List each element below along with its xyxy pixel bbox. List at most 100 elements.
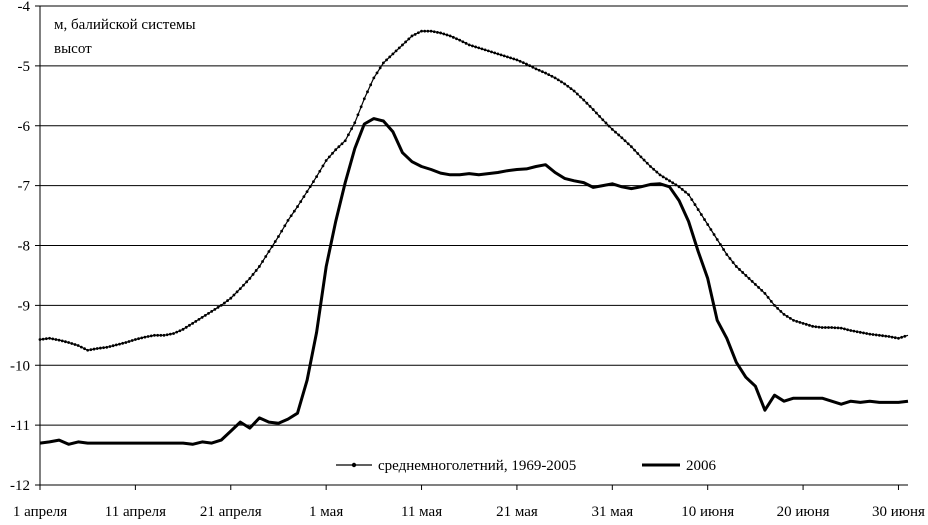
- series-marker: [372, 76, 376, 80]
- series-marker: [518, 59, 522, 63]
- series-marker: [436, 30, 439, 34]
- series-marker: [731, 261, 735, 264]
- tick-labels: -4 -5 -6 -7 -8 -9 -10 -11 -12 1 апреля 11 апреля 21…: [10, 0, 925, 520]
- series-marker: [779, 309, 783, 313]
- series-marker: [595, 111, 598, 115]
- series-marker: [381, 61, 385, 65]
- series-marker: [862, 331, 865, 335]
- series-marker: [245, 280, 249, 284]
- series-marker: [703, 218, 706, 221]
- series-marker: [566, 84, 570, 88]
- x-tick-label: 11 мая: [401, 504, 442, 520]
- series-marker: [64, 340, 67, 344]
- series-marker: [521, 61, 525, 65]
- x-tick-label: 1 апреля: [13, 504, 67, 520]
- series-marker: [629, 145, 633, 149]
- series-marker: [693, 203, 697, 206]
- series-marker: [347, 133, 350, 137]
- series-marker: [394, 49, 398, 53]
- series-marker: [903, 334, 907, 338]
- series-marker: [734, 265, 738, 268]
- gridlines: [40, 5, 908, 426]
- series-marker: [607, 124, 611, 128]
- series-marker: [753, 283, 757, 286]
- series-marker: [162, 333, 166, 337]
- series-marker: [486, 49, 490, 53]
- series-marker: [671, 181, 675, 185]
- series-marker: [474, 45, 477, 49]
- series-marker: [286, 218, 290, 222]
- series-marker: [191, 321, 195, 325]
- series-marker: [871, 333, 875, 336]
- series-marker: [782, 312, 786, 316]
- series-marker: [769, 299, 773, 303]
- series-marker: [540, 70, 544, 74]
- series-marker: [416, 31, 420, 35]
- series-marker: [490, 50, 493, 54]
- series-marker: [207, 311, 210, 315]
- series-marker: [121, 341, 125, 345]
- series-marker: [57, 338, 61, 342]
- series-marker: [391, 52, 395, 56]
- x-tick-label: 30 июня: [872, 504, 925, 520]
- series-marker: [719, 243, 722, 246]
- series-lines: [38, 29, 909, 446]
- x-tick-label: 21 мая: [496, 504, 538, 520]
- series-marker: [645, 161, 649, 165]
- series-marker: [563, 82, 567, 86]
- series-marker: [792, 318, 795, 322]
- series-marker: [820, 326, 824, 329]
- series-marker: [709, 228, 713, 231]
- series-marker: [385, 58, 388, 62]
- series-marker: [99, 346, 102, 350]
- series-marker: [92, 347, 96, 351]
- series-marker: [337, 145, 341, 149]
- series-marker: [658, 173, 662, 177]
- series-marker: [788, 316, 792, 320]
- y-tick-label: -11: [11, 418, 30, 434]
- series-marker: [763, 292, 767, 295]
- series-marker: [343, 139, 347, 143]
- series-marker: [582, 98, 586, 102]
- series-marker: [124, 341, 128, 344]
- series-marker: [785, 314, 789, 318]
- series-marker: [359, 105, 363, 109]
- series-marker: [159, 333, 163, 337]
- series-marker: [86, 348, 90, 352]
- series-marker: [496, 52, 500, 56]
- series-marker: [238, 287, 242, 291]
- series-line-2006: [39, 117, 909, 446]
- series-marker: [305, 190, 309, 194]
- series-marker: [798, 320, 802, 324]
- series-marker: [534, 67, 538, 71]
- series-marker: [79, 345, 83, 349]
- series-marker: [76, 344, 80, 347]
- series-line-average: [39, 30, 909, 351]
- series-marker: [54, 338, 58, 341]
- series-marker: [178, 329, 182, 333]
- series-marker: [480, 47, 484, 51]
- y-tick-label: -6: [18, 119, 31, 135]
- series-marker: [114, 343, 118, 347]
- series-marker: [153, 333, 156, 337]
- series-marker: [133, 338, 137, 341]
- series-marker: [773, 303, 776, 307]
- series-marker: [70, 342, 74, 345]
- series-marker: [553, 76, 557, 80]
- series-marker: [397, 46, 401, 50]
- series-marker: [804, 322, 808, 326]
- series-marker: [254, 269, 258, 272]
- series-marker: [111, 344, 115, 348]
- series-marker: [401, 43, 404, 47]
- series-marker: [210, 309, 214, 313]
- series-marker: [410, 34, 414, 38]
- series-marker: [340, 142, 344, 146]
- series-marker: [900, 335, 904, 339]
- series-marker: [197, 317, 201, 321]
- series-marker: [350, 127, 353, 131]
- series-marker: [464, 41, 468, 45]
- series-marker: [83, 347, 86, 351]
- series-marker: [575, 92, 579, 96]
- series-marker: [620, 136, 624, 140]
- series-marker: [229, 296, 233, 300]
